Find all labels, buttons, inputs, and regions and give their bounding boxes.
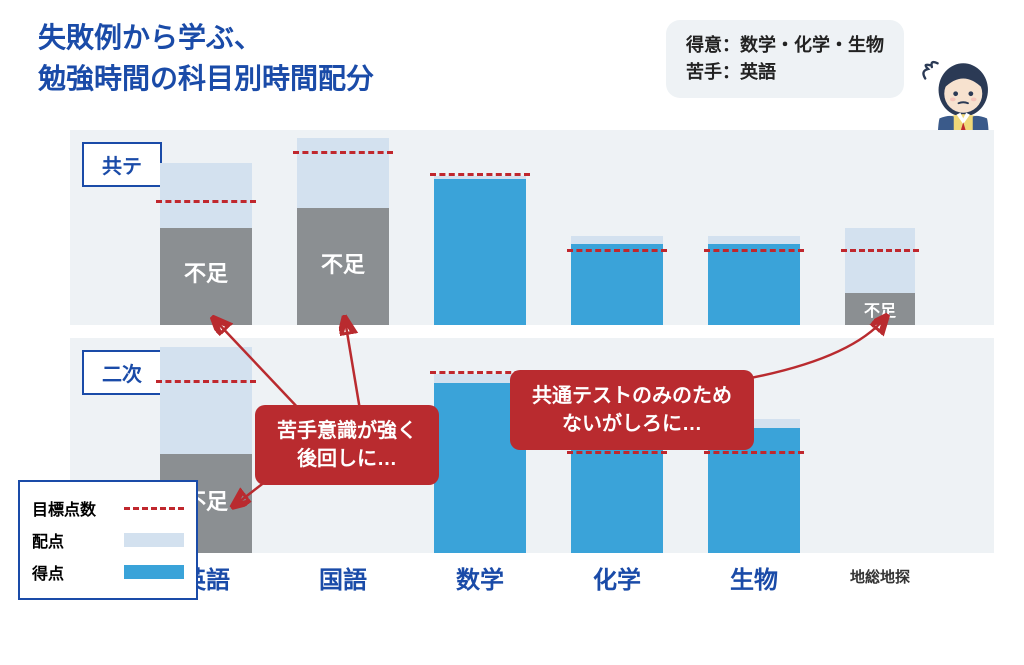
callout-line: 後回しに… [297, 448, 397, 470]
bar-shortfall-label: 不足 [297, 247, 389, 279]
profile-weak-subjects: 英語 [740, 62, 776, 82]
callout-weak-postpone: 苦手意識が強く 後回しに… [255, 405, 439, 485]
bar-target-line [567, 249, 667, 252]
bar-slot: 不足 [297, 130, 389, 325]
callout-line: 苦手意識が強く [277, 420, 417, 442]
legend-label-allocation: 配点 [32, 528, 64, 552]
bar-slot [845, 338, 915, 553]
bar-score [708, 244, 800, 325]
bar-target-line [567, 451, 667, 454]
legend-label-target: 目標点数 [32, 496, 96, 520]
bar-shortfall-label: 不足 [160, 256, 252, 288]
callout-line: 共通テストのみのため [532, 385, 732, 407]
xaxis-label: 化学 [571, 560, 663, 595]
profile-weak: 苦手：英語 [686, 59, 884, 86]
bar-target-line [430, 173, 530, 176]
profile-weak-label: 苦手： [686, 62, 740, 82]
profile-good: 得意：数学・化学・生物 [686, 32, 884, 59]
bar-target-line [156, 200, 256, 203]
legend-row-score: 得点 [32, 556, 184, 588]
xaxis-label: 生物 [708, 560, 800, 595]
bars-row-1: 不足不足不足 [160, 130, 994, 325]
bar-score [571, 244, 663, 325]
legend-label-score: 得点 [32, 560, 64, 584]
bar-slot [434, 130, 526, 325]
xaxis-label: 国語 [297, 560, 389, 595]
bar-target-line [156, 380, 256, 383]
bar-shortfall-label: 不足 [845, 297, 915, 321]
legend-swatch-allocation [124, 533, 184, 547]
legend-swatch-score [124, 565, 184, 579]
bar-target-line [841, 249, 919, 252]
x-axis: 英語国語数学化学生物地総地探 [160, 560, 994, 595]
legend-swatch-target [124, 507, 184, 510]
profile-good-label: 得意： [686, 35, 740, 55]
bar-slot [571, 130, 663, 325]
panel-label-1: 共テ [82, 142, 162, 187]
title-line-1: 失敗例から学ぶ、 [38, 22, 262, 53]
xaxis-label: 数学 [434, 560, 526, 595]
xaxis-label: 地総地探 [845, 560, 915, 595]
bar-target-line [293, 151, 393, 154]
bar-target-line [704, 451, 804, 454]
profile-box: 得意：数学・化学・生物 苦手：英語 [666, 20, 904, 98]
bar-slot: 不足 [845, 130, 915, 325]
bar-target-line [704, 249, 804, 252]
legend: 目標点数 配点 得点 [18, 480, 198, 600]
bar-slot [708, 130, 800, 325]
legend-row-target: 目標点数 [32, 492, 184, 524]
panel-label-2: 二次 [82, 350, 162, 395]
profile-good-subjects: 数学・化学・生物 [740, 35, 884, 55]
title-line-2: 勉強時間の科目別時間配分 [38, 63, 374, 94]
panel-common-test: 共テ 不足不足不足 [70, 130, 994, 325]
bar-score [434, 179, 526, 325]
bar-slot: 不足 [160, 130, 252, 325]
legend-row-allocation: 配点 [32, 524, 184, 556]
callout-common-only: 共通テストのみのため ないがしろに… [510, 370, 754, 450]
callout-line: ないがしろに… [562, 413, 702, 435]
